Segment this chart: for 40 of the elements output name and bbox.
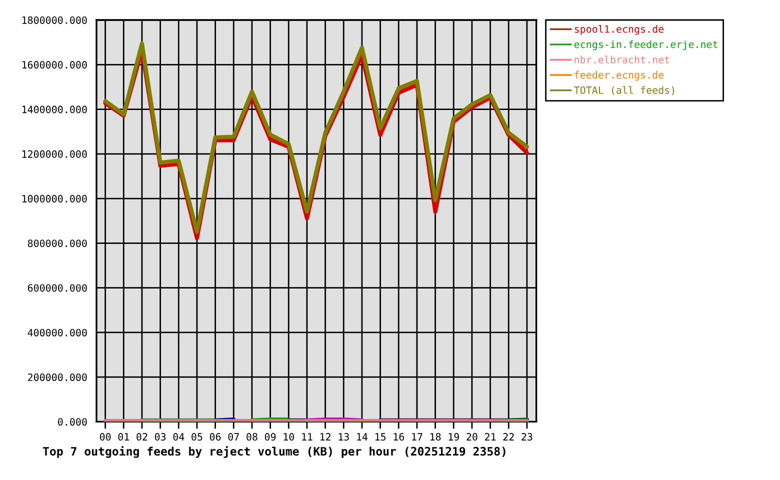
y-tick-label: 400000.000: [28, 328, 87, 336]
legend-label: feeder.ecngs.de: [574, 70, 664, 81]
x-tick-label: 21: [485, 433, 496, 440]
legend-label: TOTAL (all feeds): [574, 86, 674, 96]
x-tick-label: 10: [284, 433, 294, 441]
x-tick-label: 04: [173, 433, 184, 441]
text: Top 7 outgoing feeds by reject volume (KB) per hour (20251219 2358): [43, 446, 506, 458]
x-tick-label: 16: [394, 433, 404, 441]
x-tick-label: 03: [154, 433, 166, 441]
x-tick-label: 14: [357, 433, 368, 440]
x-tick-label: 23: [522, 433, 532, 441]
y-tick-label: 1200000.000: [22, 150, 87, 158]
y-tick-label: 1800000.000: [22, 16, 87, 24]
x-tick-label: 06: [210, 433, 221, 441]
x-tick-label: 18: [430, 433, 441, 441]
legend-label: ecngs-in.feeder.erje.net: [574, 40, 718, 50]
legend-label: nbr.elbracht.net: [574, 56, 670, 64]
x-tick-label: 22: [503, 433, 514, 440]
x-tick-label: 05: [192, 433, 202, 441]
legend-label: spool1.ecngs.de: [574, 25, 664, 35]
y-tick-label: 800000.000: [28, 240, 87, 248]
x-tick-label: 02: [136, 433, 148, 441]
x-tick-label: 17: [412, 433, 422, 440]
x-tick-label: 00: [100, 433, 111, 441]
x-tick-label: 19: [448, 433, 459, 441]
x-tick-label: 01: [118, 433, 129, 441]
x-tick-label: 15: [375, 433, 386, 441]
y-tick-label: 1000000.000: [22, 194, 87, 202]
y-tick-label: 200000.000: [28, 373, 87, 382]
x-tick-label: 11: [302, 433, 312, 440]
x-tick-label: 09: [264, 433, 276, 441]
x-tick-label: 12: [320, 433, 330, 440]
y-tick-label: 0.000: [58, 418, 87, 426]
y-tick-label: 600000.000: [28, 284, 87, 292]
x-tick-label: 08: [246, 433, 258, 441]
y-tick-label: 1600000.000: [22, 61, 87, 69]
y-tick-label: 1400000.000: [22, 106, 87, 114]
x-tick-label: 13: [338, 433, 349, 441]
x-tick-label: 20: [466, 433, 478, 441]
x-tick-label: 07: [228, 433, 239, 441]
